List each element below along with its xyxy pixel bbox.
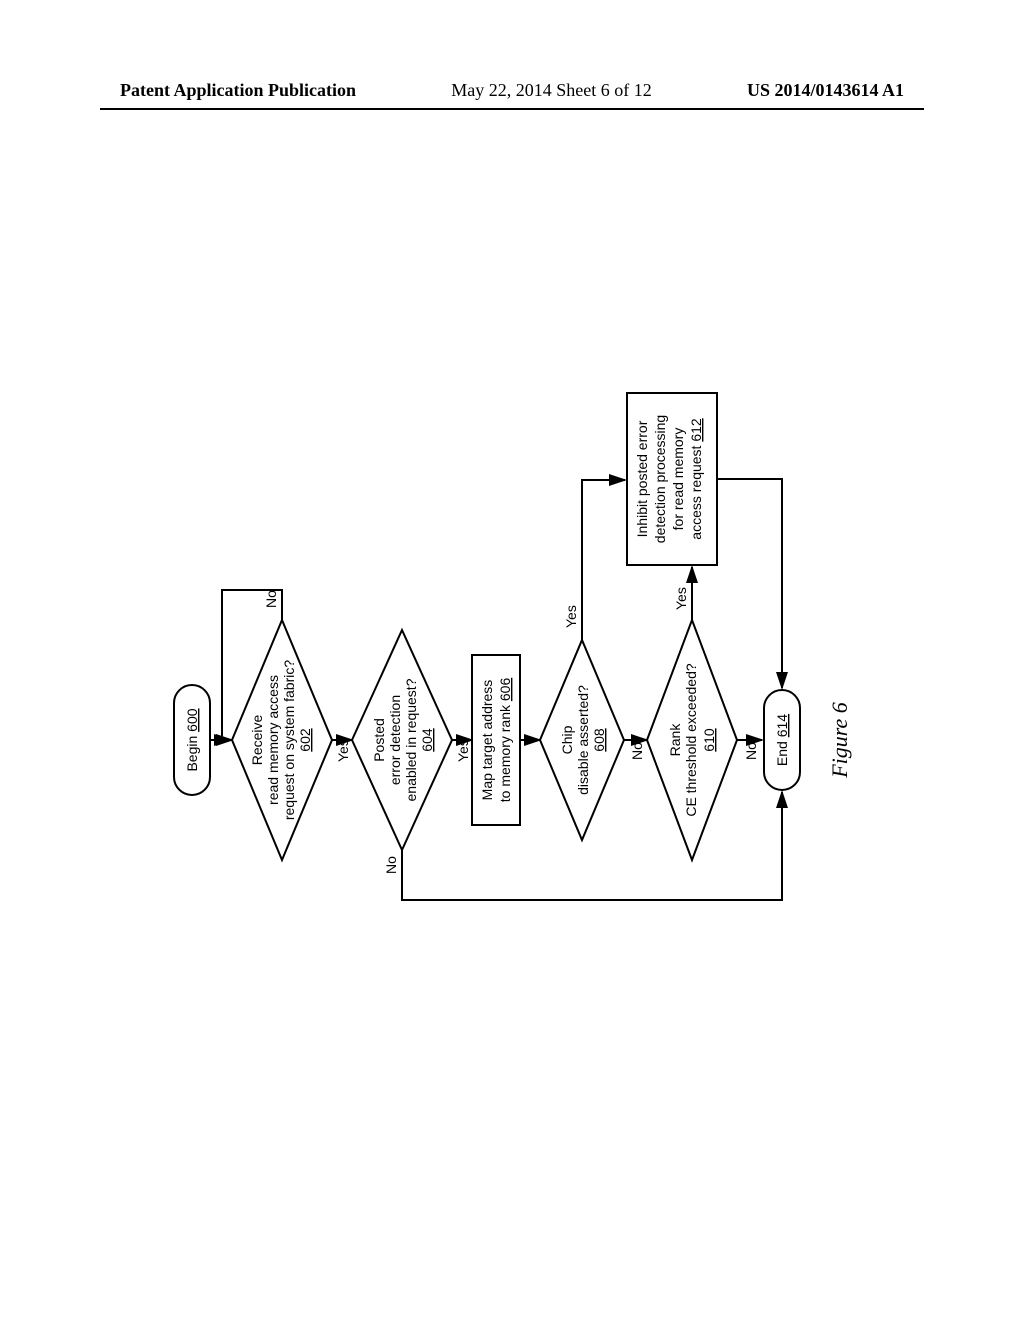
posted-l1: Posted <box>371 718 387 762</box>
node-end: End 614 <box>764 690 800 790</box>
rank-l1: Rank <box>667 723 683 757</box>
chip-yes: Yes <box>563 605 579 628</box>
node-begin: Begin 600 <box>174 685 210 795</box>
svg-text:to memory rank 606: to memory rank 606 <box>497 678 513 803</box>
end-label: End <box>774 741 790 766</box>
node-map: Map target address to memory rank 606 <box>472 655 520 825</box>
receive-l2: read memory access <box>265 675 281 805</box>
svg-text:access request 612: access request 612 <box>688 418 704 540</box>
page: Patent Application Publication May 22, 2… <box>0 0 1024 1320</box>
flowchart: Begin 600 Receive read memory access req… <box>152 280 872 1040</box>
node-chip: Chip disable asserted? 608 <box>540 640 624 840</box>
receive-l3: request on system fabric? <box>281 660 297 821</box>
chip-ref: 608 <box>591 728 607 752</box>
receive-ref: 602 <box>297 728 313 752</box>
node-receive: Receive read memory access request on sy… <box>232 620 332 860</box>
svg-text:Begin 600: Begin 600 <box>184 708 200 771</box>
receive-yes: Yes <box>335 739 351 762</box>
header-right: US 2014/0143614 A1 <box>747 80 904 101</box>
header-center: May 22, 2014 Sheet 6 of 12 <box>451 80 651 101</box>
chip-no: No <box>629 742 645 760</box>
posted-l3: enabled in request? <box>403 678 419 801</box>
begin-label: Begin <box>184 736 200 772</box>
rank-ref: 610 <box>701 728 717 752</box>
posted-l2: error detection <box>387 695 403 785</box>
chip-l2: disable asserted? <box>575 685 591 795</box>
inhibit-l1: Inhibit posted error <box>634 420 650 537</box>
inhibit-l3: for read memory <box>670 428 686 531</box>
header-rule <box>100 108 924 110</box>
node-posted: Posted error detection enabled in reques… <box>352 630 452 850</box>
map-ref: 606 <box>497 678 513 702</box>
header-left: Patent Application Publication <box>120 80 356 101</box>
posted-ref: 604 <box>419 728 435 752</box>
inhibit-ref: 612 <box>688 418 704 442</box>
node-rank: Rank CE threshold exceeded? 610 <box>647 620 737 860</box>
begin-ref: 600 <box>184 708 200 732</box>
node-inhibit: Inhibit posted error detection processin… <box>627 393 717 565</box>
map-l2: to memory rank <box>497 704 513 802</box>
inhibit-l4: access request <box>688 445 704 539</box>
figure-caption: Figure 6 <box>827 702 852 779</box>
figure: Begin 600 Receive read memory access req… <box>0 148 1024 1172</box>
rank-l2: CE threshold exceeded? <box>683 663 699 817</box>
receive-l1: Receive <box>249 715 265 766</box>
posted-no: No <box>383 856 399 874</box>
end-ref: 614 <box>774 714 790 738</box>
chip-l1: Chip <box>559 725 575 754</box>
posted-yes: Yes <box>455 739 471 762</box>
rank-no: No <box>743 742 759 760</box>
rank-yes: Yes <box>673 587 689 610</box>
map-l1: Map target address <box>479 680 495 801</box>
receive-no: No <box>263 590 279 608</box>
page-header: Patent Application Publication May 22, 2… <box>0 80 1024 101</box>
inhibit-l2: detection processing <box>652 415 668 543</box>
svg-text:End 614: End 614 <box>774 714 790 766</box>
